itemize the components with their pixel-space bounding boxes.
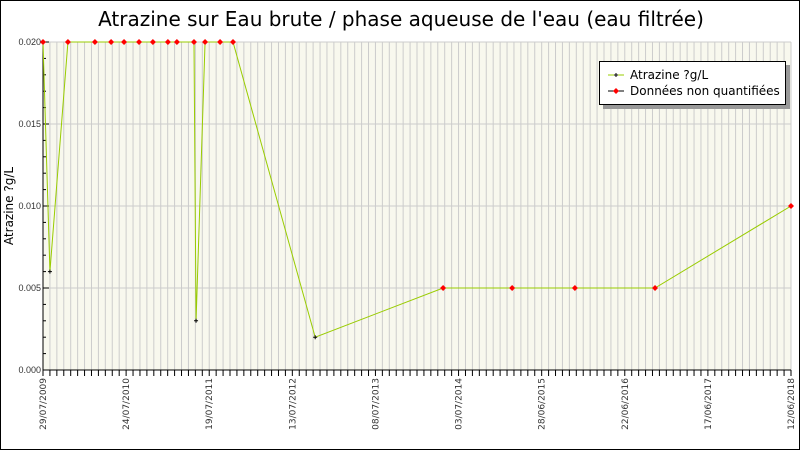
legend-line-marker-icon: [608, 73, 624, 77]
y-tick-label: 0.015: [18, 119, 41, 129]
data-point-quantified: [194, 318, 199, 323]
x-tick-label: 12/06/2018: [787, 378, 797, 430]
data-point-non-quantified: [91, 39, 98, 45]
x-tick-label: 03/07/2014: [455, 378, 465, 430]
data-point-non-quantified: [202, 39, 209, 45]
x-tick-label: 29/07/2009: [39, 378, 49, 430]
data-point-non-quantified: [788, 203, 794, 209]
legend-label: Données non quantifiées: [630, 84, 780, 98]
y-tick-label: 0.010: [18, 201, 41, 211]
data-point-non-quantified: [173, 39, 180, 45]
data-point-quantified: [47, 269, 52, 274]
data-point-non-quantified: [108, 39, 115, 45]
y-tick-label: 0.020: [18, 37, 41, 47]
data-point-non-quantified: [190, 39, 197, 45]
legend-red-marker-icon: [608, 88, 624, 94]
data-point-non-quantified: [652, 285, 659, 291]
data-point-non-quantified: [121, 39, 128, 45]
data-point-non-quantified: [164, 39, 171, 45]
data-point-non-quantified: [217, 39, 224, 45]
y-tick-label: 0.000: [18, 365, 41, 375]
data-point-non-quantified: [136, 39, 143, 45]
y-tick-label: 0.005: [18, 283, 41, 293]
data-point-non-quantified: [230, 39, 237, 45]
data-point-non-quantified: [509, 285, 516, 291]
legend-item-atrazine: Atrazine ?g/L: [608, 68, 708, 82]
legend: Atrazine ?g/L Données non quantifiées: [599, 61, 786, 105]
chart-title: Atrazine sur Eau brute / phase aqueuse d…: [98, 7, 704, 31]
data-point-non-quantified: [64, 39, 71, 45]
data-point-quantified: [313, 335, 318, 340]
x-tick-label: 24/07/2010: [122, 378, 132, 430]
x-tick-label: 13/07/2012: [288, 378, 298, 430]
legend-label: Atrazine ?g/L: [630, 68, 709, 82]
legend-item-non-quantified: Données non quantifiées: [608, 84, 780, 98]
x-tick-label: 08/07/2013: [371, 378, 381, 430]
x-tick-label: 17/06/2017: [704, 378, 714, 430]
x-tick-label: 19/07/2011: [205, 378, 215, 430]
data-point-non-quantified: [440, 285, 447, 291]
data-point-non-quantified: [571, 285, 578, 291]
data-point-non-quantified: [40, 39, 46, 45]
data-point-non-quantified: [149, 39, 156, 45]
x-tick-label: 22/06/2016: [621, 378, 631, 430]
x-tick-label: 28/06/2015: [538, 378, 548, 430]
